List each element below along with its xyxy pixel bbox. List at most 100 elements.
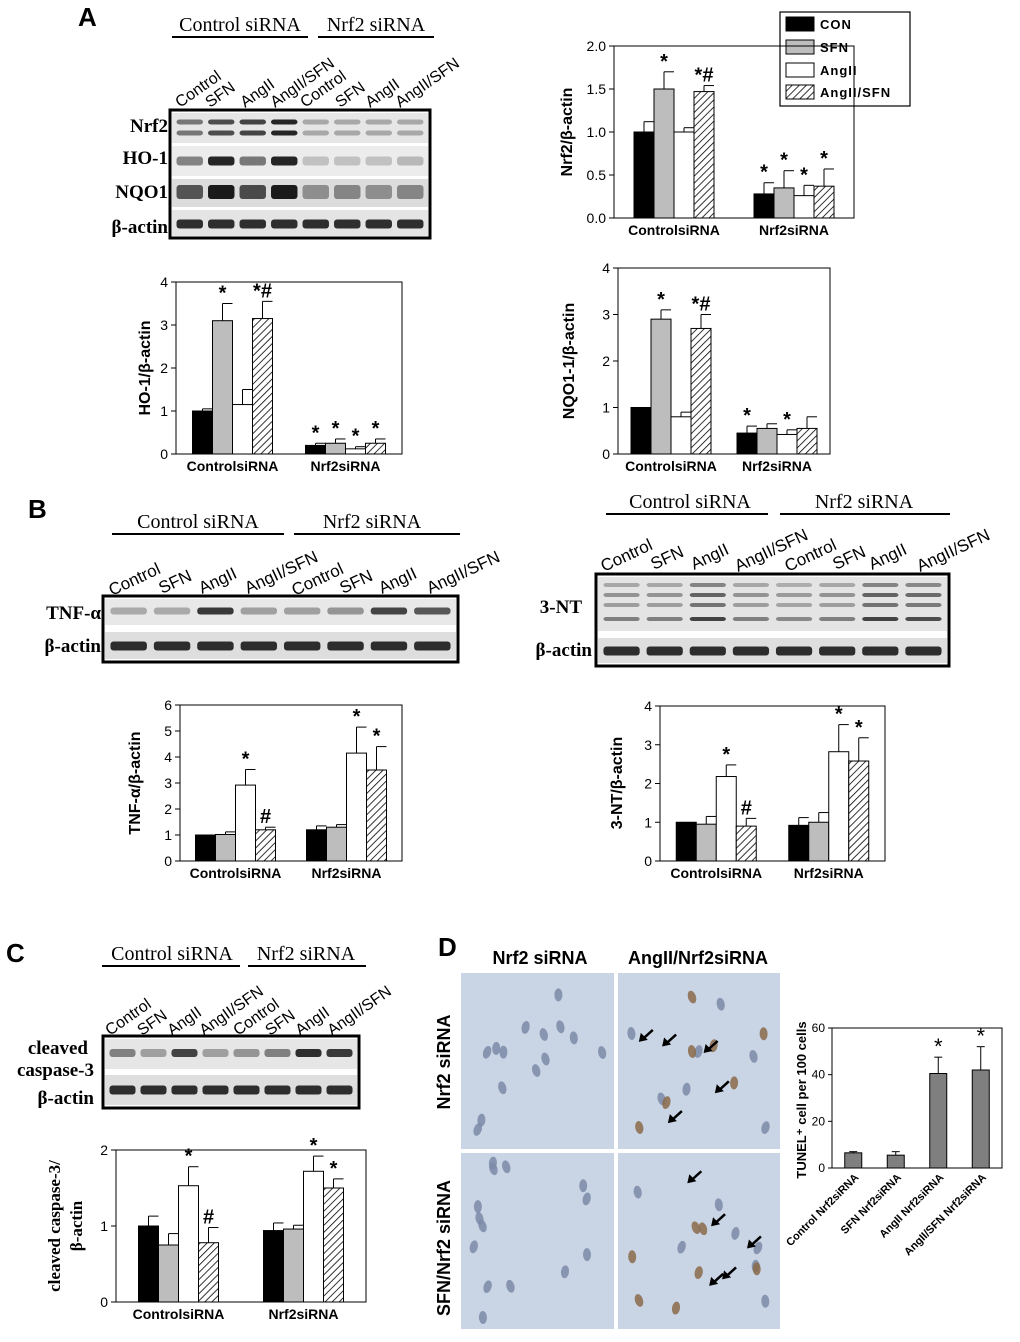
arrow-marker xyxy=(746,1239,756,1249)
bar xyxy=(346,752,367,862)
blot-band xyxy=(689,593,726,597)
legend-label: CON xyxy=(820,17,852,32)
blot-b-right: Control siRNA Nrf2 siRNA Control SFN Ang… xyxy=(536,491,993,668)
significance-mark: * xyxy=(310,1135,318,1157)
blot-band xyxy=(327,641,364,651)
significance-mark: * xyxy=(976,1024,985,1049)
y-tick-label: 0 xyxy=(602,446,610,462)
cell-nucleus xyxy=(506,1279,515,1293)
cell-nucleus xyxy=(687,1045,697,1058)
y-tick-label: 6 xyxy=(164,697,172,713)
blot-band xyxy=(302,219,329,229)
significance-mark: *# xyxy=(695,65,714,87)
blot-band xyxy=(334,119,361,125)
y-tick-label: 1 xyxy=(602,400,610,416)
lane-label: AngII xyxy=(293,1004,333,1039)
significance-mark: * xyxy=(820,148,828,170)
significance-mark: * xyxy=(657,289,665,311)
blot-band xyxy=(732,593,770,597)
blot-band xyxy=(819,646,856,656)
bar xyxy=(323,1187,344,1303)
blot-b-left-lane-labels: Control SFN AngII AngII/SFN Control SFN … xyxy=(106,547,503,599)
blot-separator xyxy=(172,207,428,210)
blot-band xyxy=(302,185,329,199)
cell-nucleus xyxy=(761,1121,770,1134)
micrograph-row-header: SFN/Nrf2 siRNA xyxy=(434,1180,454,1316)
blot-band xyxy=(176,130,203,136)
blot-band xyxy=(819,603,856,607)
blot-band xyxy=(295,1085,322,1095)
cell-nucleus xyxy=(482,1045,492,1059)
arrow-marker xyxy=(711,1217,721,1227)
y-tick-label: 3 xyxy=(602,307,610,323)
cell-nucleus xyxy=(498,1081,507,1095)
micrograph xyxy=(461,1153,614,1329)
cell-nucleus xyxy=(560,1265,570,1279)
legend-label: SFN xyxy=(820,40,849,55)
blot-c: Control siRNA Nrf2 siRNA Control SFN Ang… xyxy=(17,943,395,1110)
blot-band xyxy=(240,641,278,651)
bar xyxy=(366,769,387,862)
blot-band xyxy=(732,617,770,621)
significance-mark: * xyxy=(330,1158,338,1180)
blot-band xyxy=(397,219,424,229)
blot-band xyxy=(819,593,856,597)
significance-mark: *# xyxy=(692,294,711,316)
cell-nucleus xyxy=(759,1027,768,1041)
blot-band xyxy=(646,617,683,621)
blot-row-label: Nrf2 xyxy=(130,116,168,137)
cell-nucleus xyxy=(761,1294,770,1308)
bar xyxy=(178,1185,199,1303)
lane-label: AngII/SFN xyxy=(325,983,395,1039)
bar xyxy=(929,1073,948,1169)
arrow-marker xyxy=(709,1276,719,1286)
blot-band xyxy=(208,156,235,166)
blot-band xyxy=(603,646,640,656)
significance-mark: # xyxy=(203,1207,214,1229)
panel-letter-d: D xyxy=(438,932,457,962)
y-tick-label: 3 xyxy=(644,737,652,753)
blot-b-left-group-control: Control siRNA xyxy=(137,511,259,533)
significance-mark: # xyxy=(260,806,271,828)
bar xyxy=(753,193,775,219)
cell-nucleus xyxy=(698,1222,708,1236)
blot-band xyxy=(365,185,392,199)
y-tick-label: 2 xyxy=(164,801,172,817)
blot-band xyxy=(603,603,640,607)
significance-mark: * xyxy=(312,422,320,444)
blot-band xyxy=(271,119,298,125)
blot-row-label: β-actin xyxy=(38,1088,95,1109)
cell-nucleus xyxy=(473,1200,482,1214)
blot-band xyxy=(603,583,640,587)
blot-band xyxy=(239,119,266,125)
blot-band xyxy=(202,1049,229,1057)
arrow-marker xyxy=(703,1043,713,1053)
significance-mark: * xyxy=(372,418,380,440)
blot-band xyxy=(327,607,364,615)
significance-mark: * xyxy=(660,51,668,73)
cell-nucleus xyxy=(753,1241,763,1255)
bar xyxy=(326,826,347,862)
blot-band xyxy=(732,646,770,656)
cell-nucleus xyxy=(579,1179,588,1193)
blot-band xyxy=(905,583,942,587)
blot-band xyxy=(862,617,899,621)
bar xyxy=(252,318,273,455)
y-tick-label: 0 xyxy=(644,853,652,869)
legend-label: AngII xyxy=(820,63,858,78)
cell-nucleus xyxy=(749,1049,758,1063)
y-tick-label: 0 xyxy=(160,446,168,462)
blot-a: Control siRNA Nrf2 siRNA Control SFN Ang… xyxy=(112,14,463,240)
blot-band xyxy=(689,583,726,587)
significance-mark: * xyxy=(353,706,361,728)
y-tick-label: 2 xyxy=(100,1142,108,1158)
bar xyxy=(788,824,810,862)
lane-label: SFN xyxy=(156,566,195,598)
arrow-marker xyxy=(667,1114,677,1124)
bar xyxy=(971,1069,990,1169)
blot-band xyxy=(176,119,203,125)
cell-nucleus xyxy=(662,1096,671,1109)
bar xyxy=(633,131,655,219)
bar xyxy=(138,1225,159,1303)
